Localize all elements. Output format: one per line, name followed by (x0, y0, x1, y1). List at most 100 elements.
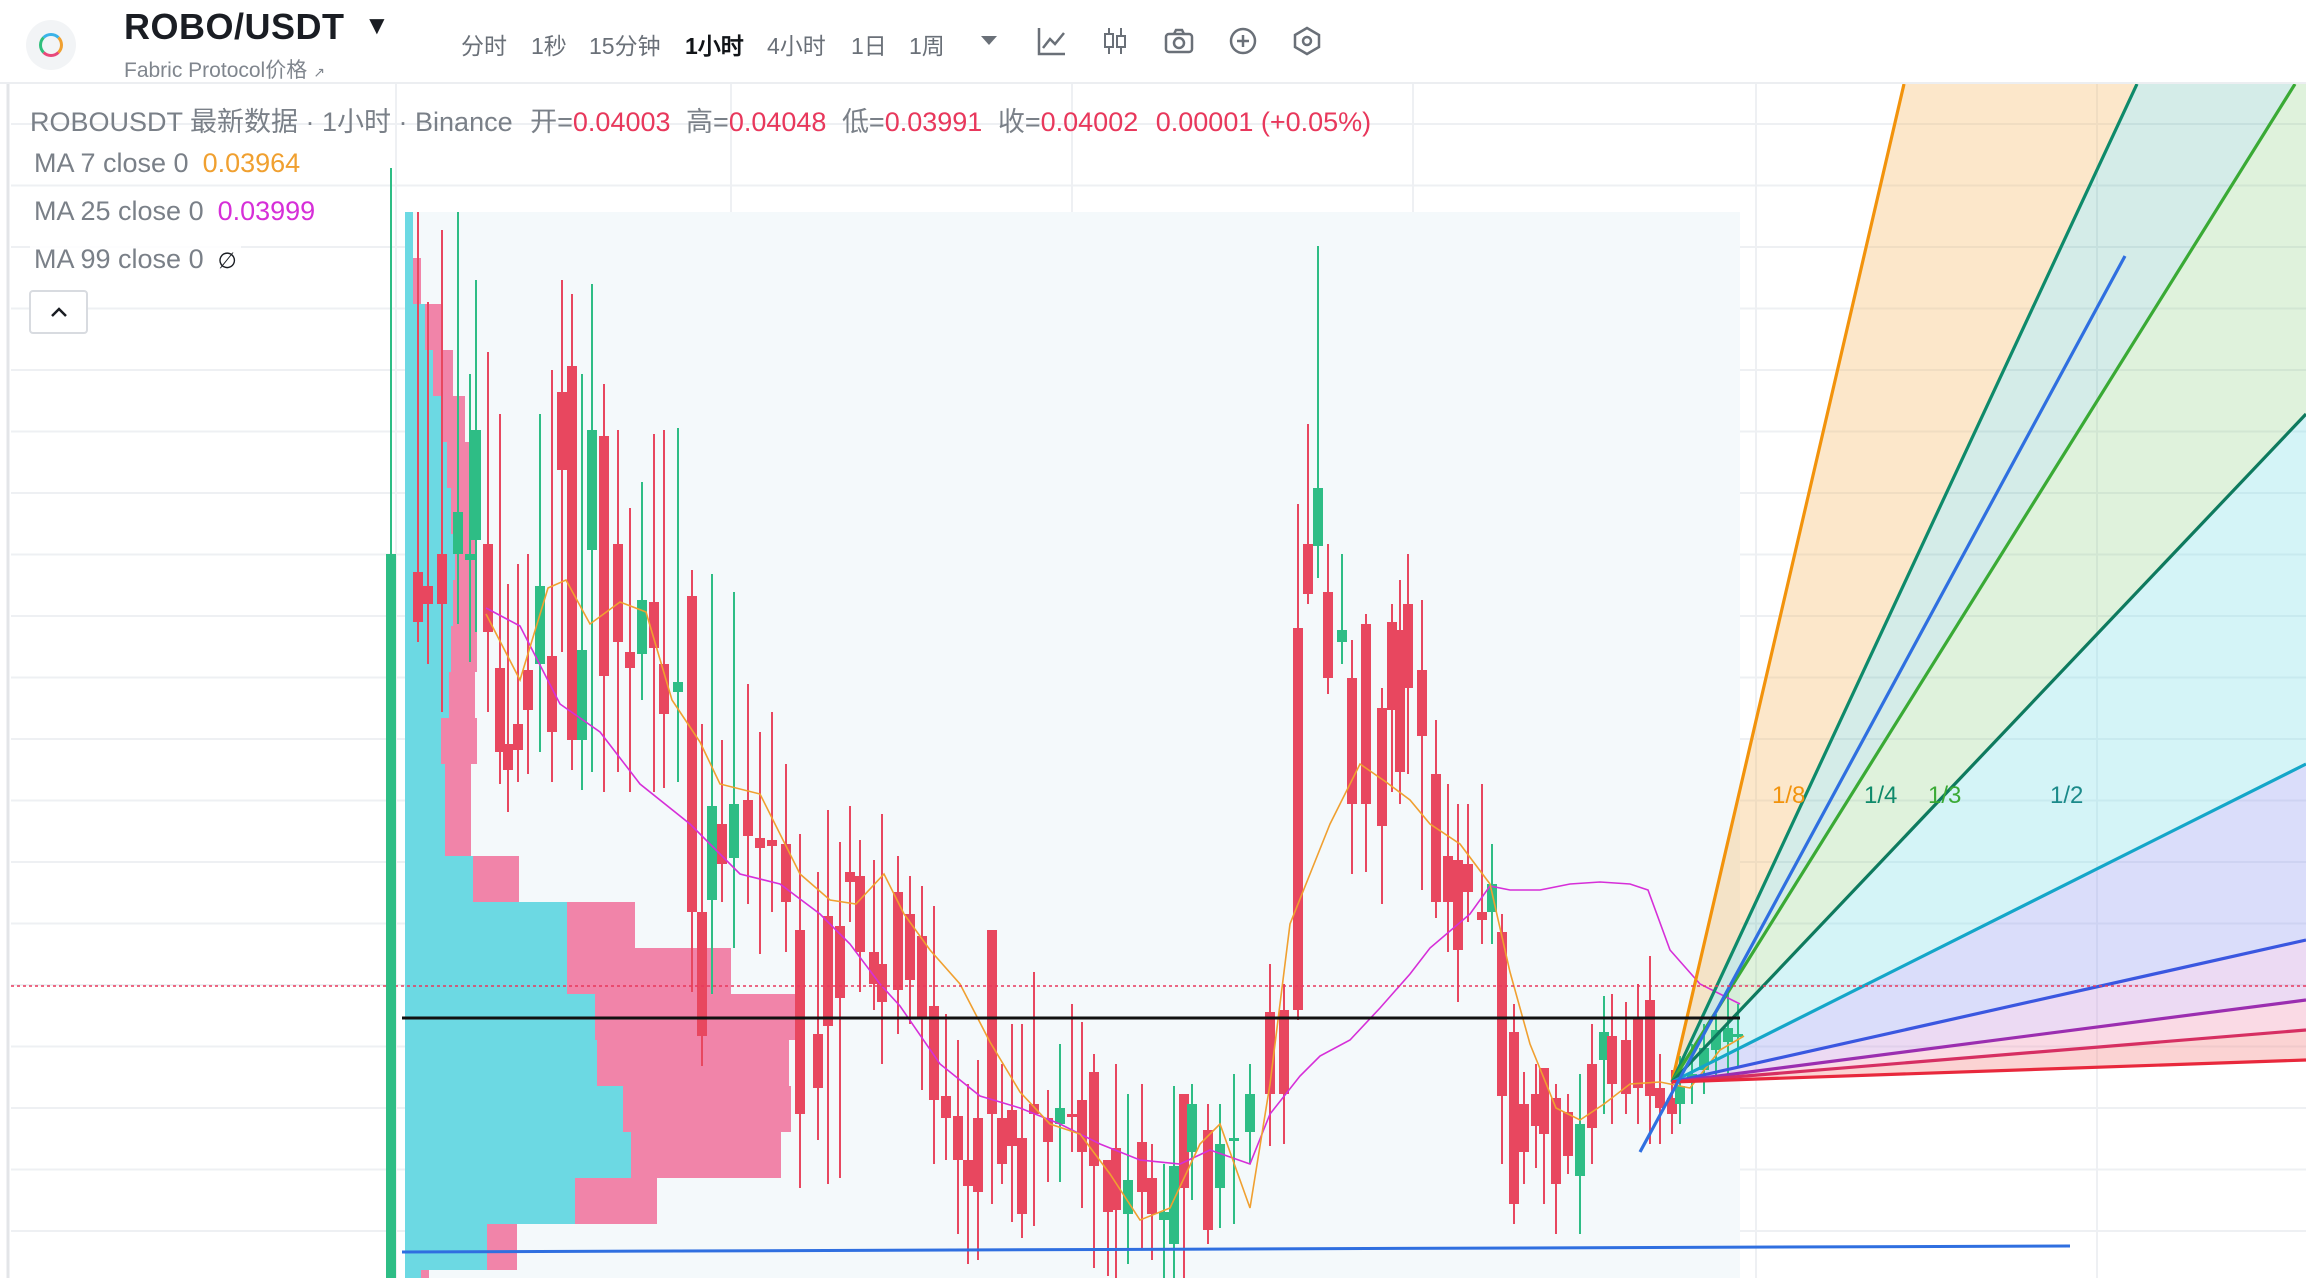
candle-body (1123, 1180, 1133, 1214)
fan-ray (1671, 998, 2306, 1084)
candle-body (471, 430, 481, 540)
candle-body (1029, 1104, 1039, 1114)
candle-body (929, 1006, 939, 1100)
candle-body (1431, 774, 1441, 902)
candle-body (855, 876, 865, 952)
candle-body (1519, 1104, 1529, 1152)
legend-ma25[interactable]: MA 25 close 0 0.03999 (30, 194, 320, 228)
legend-ma99[interactable]: MA 99 close 0 ∅ (30, 242, 241, 276)
candle-body (1509, 1032, 1519, 1204)
ma25-label: MA 25 close 0 (34, 196, 204, 226)
candle-body (767, 840, 777, 846)
candle-body (781, 844, 791, 902)
external-link-icon[interactable]: ↗ (313, 64, 325, 80)
candle-body (1215, 1144, 1225, 1188)
legend-title: ROBOUSDT 最新数据 · 1小时 · Binance (30, 107, 513, 137)
interval-1w[interactable]: 1周 (909, 33, 945, 59)
ma25-line (485, 607, 1741, 1166)
legend-ma7[interactable]: MA 7 close 0 0.03964 (30, 146, 305, 180)
settings-hex-icon[interactable] (1290, 24, 1324, 58)
fan-label-1-4: 1/4 (1864, 782, 1898, 809)
more-intervals-icon[interactable] (972, 24, 1006, 58)
candle-body (1055, 1108, 1065, 1124)
candle-body (1417, 670, 1427, 736)
candle-body (523, 670, 533, 710)
fan-ray (1670, 83, 1906, 1083)
vp-down-bar (597, 1040, 789, 1086)
price-chart[interactable]: ROBOUSDT 最新数据 · 1小时 · Binance 开=0.04003 … (0, 83, 2306, 1278)
candle-body (613, 544, 623, 642)
ma99-value: ∅ (217, 248, 237, 273)
collapse-legend-button[interactable] (29, 290, 88, 334)
candle-body (637, 600, 647, 654)
subtitle-text[interactable]: Fabric Protocol价格 (124, 59, 308, 82)
vp-down-bar (449, 672, 475, 718)
candle-body (1089, 1072, 1099, 1166)
legend-close-label: 收= (997, 107, 1041, 137)
candle-body (987, 930, 997, 1114)
candle-body (1067, 1114, 1077, 1117)
fan-label-1-2: 1/2 (2050, 782, 2084, 809)
legend-main: ROBOUSDT 最新数据 · 1小时 · Binance 开=0.04003 … (30, 100, 1371, 139)
candle-body (941, 1096, 951, 1118)
vp-up-bar (405, 1132, 631, 1178)
vp-up-bar (405, 902, 567, 948)
candle-body (1279, 1010, 1289, 1094)
candle-body (1645, 1000, 1655, 1096)
fan-ray (1671, 762, 2306, 1084)
candle-body (963, 1160, 973, 1186)
camera-icon[interactable] (1162, 24, 1196, 58)
candle-body (1633, 1018, 1643, 1088)
candle-body (1463, 864, 1473, 892)
interval-1s[interactable]: 1秒 (531, 33, 567, 59)
candle-body (649, 602, 659, 648)
price-subtitle[interactable]: Fabric Protocol价格 ↗ (124, 54, 325, 84)
candle-body (1337, 630, 1347, 642)
candle-body (1655, 1088, 1665, 1108)
interval-1h[interactable]: 1小时 (685, 33, 744, 59)
candle-body (1245, 1094, 1255, 1132)
vp-up-bar (405, 1224, 487, 1270)
interval-15m[interactable]: 15分钟 (589, 33, 661, 59)
ma99-label: MA 99 close 0 (34, 244, 204, 274)
candle-body (893, 892, 903, 990)
vp-down-bar (421, 1270, 429, 1278)
vp-down-bar (445, 810, 471, 856)
trend-line-blue[interactable] (401, 1244, 2071, 1254)
chart-canvas[interactable] (0, 83, 2306, 1278)
candle-body (743, 800, 753, 836)
add-indicator-icon[interactable] (1226, 24, 1260, 58)
candle-body (1621, 1040, 1631, 1094)
candle-body (1395, 630, 1405, 772)
candle-body (453, 512, 463, 554)
candle-body (1599, 1032, 1609, 1060)
vp-up-bar (405, 1040, 597, 1086)
symbol-title[interactable]: ROBO/USDT (124, 6, 345, 47)
candle-body (729, 804, 739, 858)
legend-open: 0.04003 (572, 107, 671, 137)
candle-body (973, 1118, 983, 1192)
candle-type-icon[interactable] (1098, 24, 1132, 58)
vp-up-bar (405, 1270, 421, 1278)
vp-down-bar (623, 1086, 791, 1132)
candle-body (413, 572, 423, 622)
candle-body (1203, 1130, 1213, 1230)
candle-body (795, 930, 805, 1114)
candle-body (1147, 1178, 1157, 1214)
interval-4h[interactable]: 4小时 (767, 33, 826, 59)
vp-up-bar (405, 212, 413, 258)
interval-1d[interactable]: 1日 (851, 33, 887, 59)
gann-fan-lines (1638, 83, 2306, 1153)
candle-body (1137, 1142, 1147, 1192)
vp-up-bar (405, 534, 455, 580)
fan-ray (1670, 83, 2139, 1083)
symbol-dropdown-icon[interactable]: ▼ (364, 10, 390, 40)
interval-timeline[interactable]: 分时 (461, 33, 507, 59)
candle-body (547, 656, 557, 732)
chevron-up-icon (50, 307, 67, 317)
candle-body (1265, 1012, 1275, 1094)
fan-ray (1670, 412, 2306, 1084)
ma7-line (485, 578, 1745, 1221)
vp-down-bar (453, 580, 475, 626)
chart-style-icon[interactable] (1035, 24, 1069, 58)
